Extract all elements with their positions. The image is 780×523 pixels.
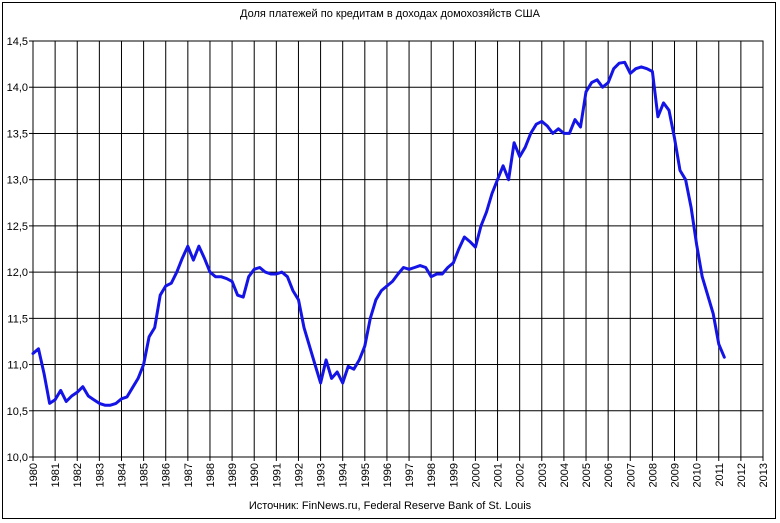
x-tick-label: 1993 <box>316 463 328 487</box>
x-tick-label: 1986 <box>161 463 173 487</box>
y-tick-label: 14,5 <box>7 36 28 48</box>
x-tick-label: 2010 <box>692 463 704 487</box>
y-tick-label: 13,0 <box>7 175 28 187</box>
x-tick-label: 1981 <box>50 463 62 487</box>
y-tick-label: 12,0 <box>7 267 28 279</box>
x-tick-label: 2006 <box>603 463 615 487</box>
x-tick-label: 1991 <box>271 463 283 487</box>
y-tick-label: 10,5 <box>7 406 28 418</box>
x-tick-label: 2013 <box>758 463 770 487</box>
x-tick-label: 1988 <box>205 463 217 487</box>
x-tick-label: 2001 <box>493 463 505 487</box>
x-tick-label: 2003 <box>537 463 549 487</box>
x-tick-label: 1995 <box>360 463 372 487</box>
series-line <box>31 60 726 407</box>
x-tick-label: 2009 <box>670 463 682 487</box>
x-tick-label: 1982 <box>72 463 84 487</box>
x-tick-label: 1985 <box>139 463 151 487</box>
x-tick-label: 1998 <box>426 463 438 487</box>
x-tick-label: 2008 <box>647 463 659 487</box>
x-tick-label: 1997 <box>404 463 416 487</box>
x-tick-label: 1992 <box>293 463 305 487</box>
x-tick-label: 2002 <box>515 463 527 487</box>
y-tick-label: 10,0 <box>7 452 28 464</box>
y-tick-label: 13,5 <box>7 128 28 140</box>
x-tick-label: 2011 <box>714 463 726 487</box>
x-tick-label: 1990 <box>249 463 261 487</box>
x-tick-label: 1980 <box>28 463 40 487</box>
chart-title: Доля платежей по кредитам в доходах домо… <box>240 8 540 20</box>
x-tick-label: 2005 <box>581 463 593 487</box>
x-tick-label: 1987 <box>183 463 195 487</box>
y-tick-label: 11,0 <box>7 360 28 372</box>
x-tick-label: 2000 <box>470 463 482 487</box>
x-tick-label: 1996 <box>382 463 394 487</box>
x-tick-label: 2007 <box>625 463 637 487</box>
x-tick-label: 1983 <box>94 463 106 487</box>
x-tick-label: 1989 <box>227 463 239 487</box>
x-tick-label: 1984 <box>116 463 128 487</box>
x-tick-label: 1999 <box>448 463 460 487</box>
y-tick-label: 14,0 <box>7 82 28 94</box>
plot-area <box>32 40 764 458</box>
source-note: Источник: FinNews.ru, Federal Reserve Ba… <box>248 500 532 512</box>
y-tick-label: 11,5 <box>7 313 28 325</box>
x-tick-label: 2004 <box>559 463 571 487</box>
y-tick-label: 12,5 <box>7 221 28 233</box>
x-tick-label: 2012 <box>736 463 748 487</box>
x-tick-label: 1994 <box>338 463 350 487</box>
